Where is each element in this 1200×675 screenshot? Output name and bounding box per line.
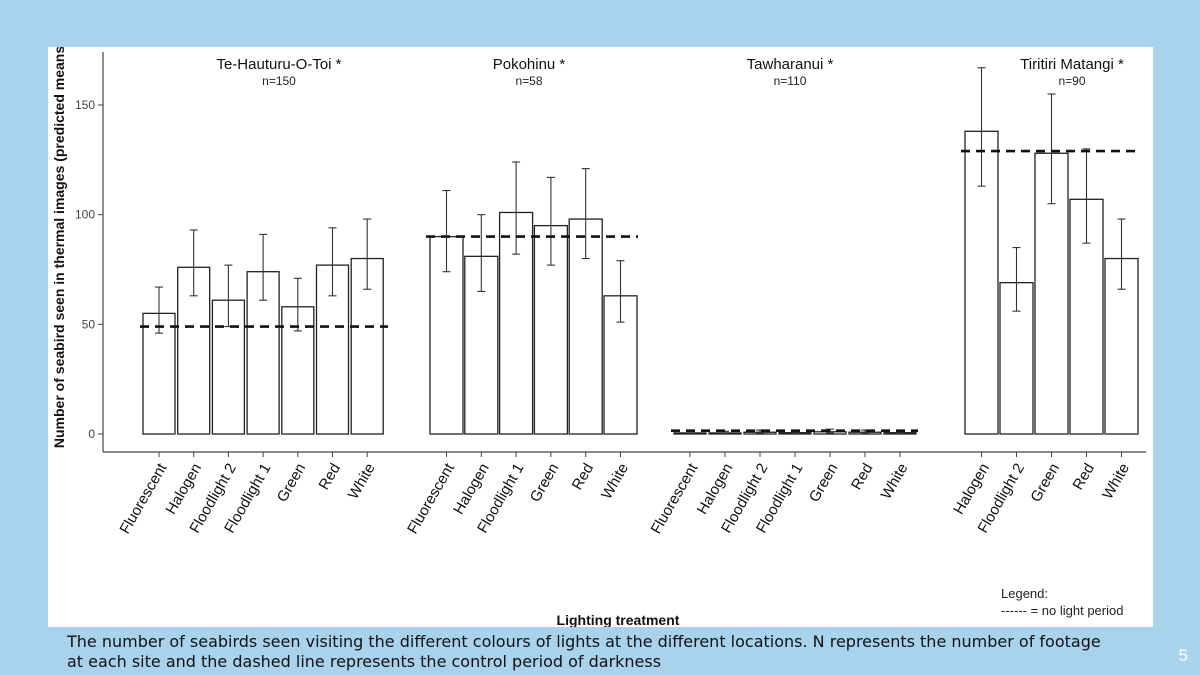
y-axis-title: Number of seabird seen in thermal images… xyxy=(51,47,67,448)
y-tick-label: 100 xyxy=(75,208,95,222)
x-axis-title: Lighting treatment xyxy=(557,612,680,627)
legend-title: Legend: xyxy=(1001,586,1048,601)
category-label: Green xyxy=(274,461,310,506)
panel-n-label: n=90 xyxy=(1058,74,1085,88)
panel-title: Tiritiri Matangi * xyxy=(1020,56,1124,73)
seabird-lighting-bar-chart: 0 50 100 150 Number of seabird seen in therm… xyxy=(51,47,1146,627)
category-label: White xyxy=(598,461,632,503)
chart-panel: 0 50 100 150 Number of seabird seen in therm… xyxy=(48,47,1153,627)
y-tick-label: 50 xyxy=(82,317,96,331)
panel-title: Tawharanui * xyxy=(747,56,834,73)
category-label: White xyxy=(345,461,379,503)
y-tick-label: 150 xyxy=(75,98,95,112)
category-label: Red xyxy=(569,461,597,493)
panel-n-label: n=110 xyxy=(774,74,807,88)
legend-entry: ------ = no light period xyxy=(1001,603,1123,618)
panel-title: Te-Hauturu-O-Toi * xyxy=(216,56,341,73)
bar xyxy=(1034,152,1069,435)
panel-n-label: n=150 xyxy=(262,74,296,88)
category-label: Fluorescent xyxy=(117,460,171,537)
slide-number: 5 xyxy=(1178,646,1188,665)
category-label: Red xyxy=(1069,461,1097,493)
category-label: Fluorescent xyxy=(648,460,702,537)
category-label: White xyxy=(1099,461,1133,503)
category-label: White xyxy=(878,461,912,503)
bar xyxy=(315,264,350,435)
figure-caption: The number of seabirds seen visiting the… xyxy=(67,632,1101,671)
y-tick-label: 0 xyxy=(88,427,95,441)
category-label: Green xyxy=(806,461,842,506)
category-label: Fluorescent xyxy=(404,460,458,537)
category-label: Red xyxy=(848,461,876,493)
category-label: Green xyxy=(1027,461,1063,506)
category-label: Red xyxy=(315,461,343,493)
panel-n-label: n=58 xyxy=(515,74,542,88)
category-label: Green xyxy=(527,461,563,506)
panel-title: Pokohinu * xyxy=(493,56,566,73)
